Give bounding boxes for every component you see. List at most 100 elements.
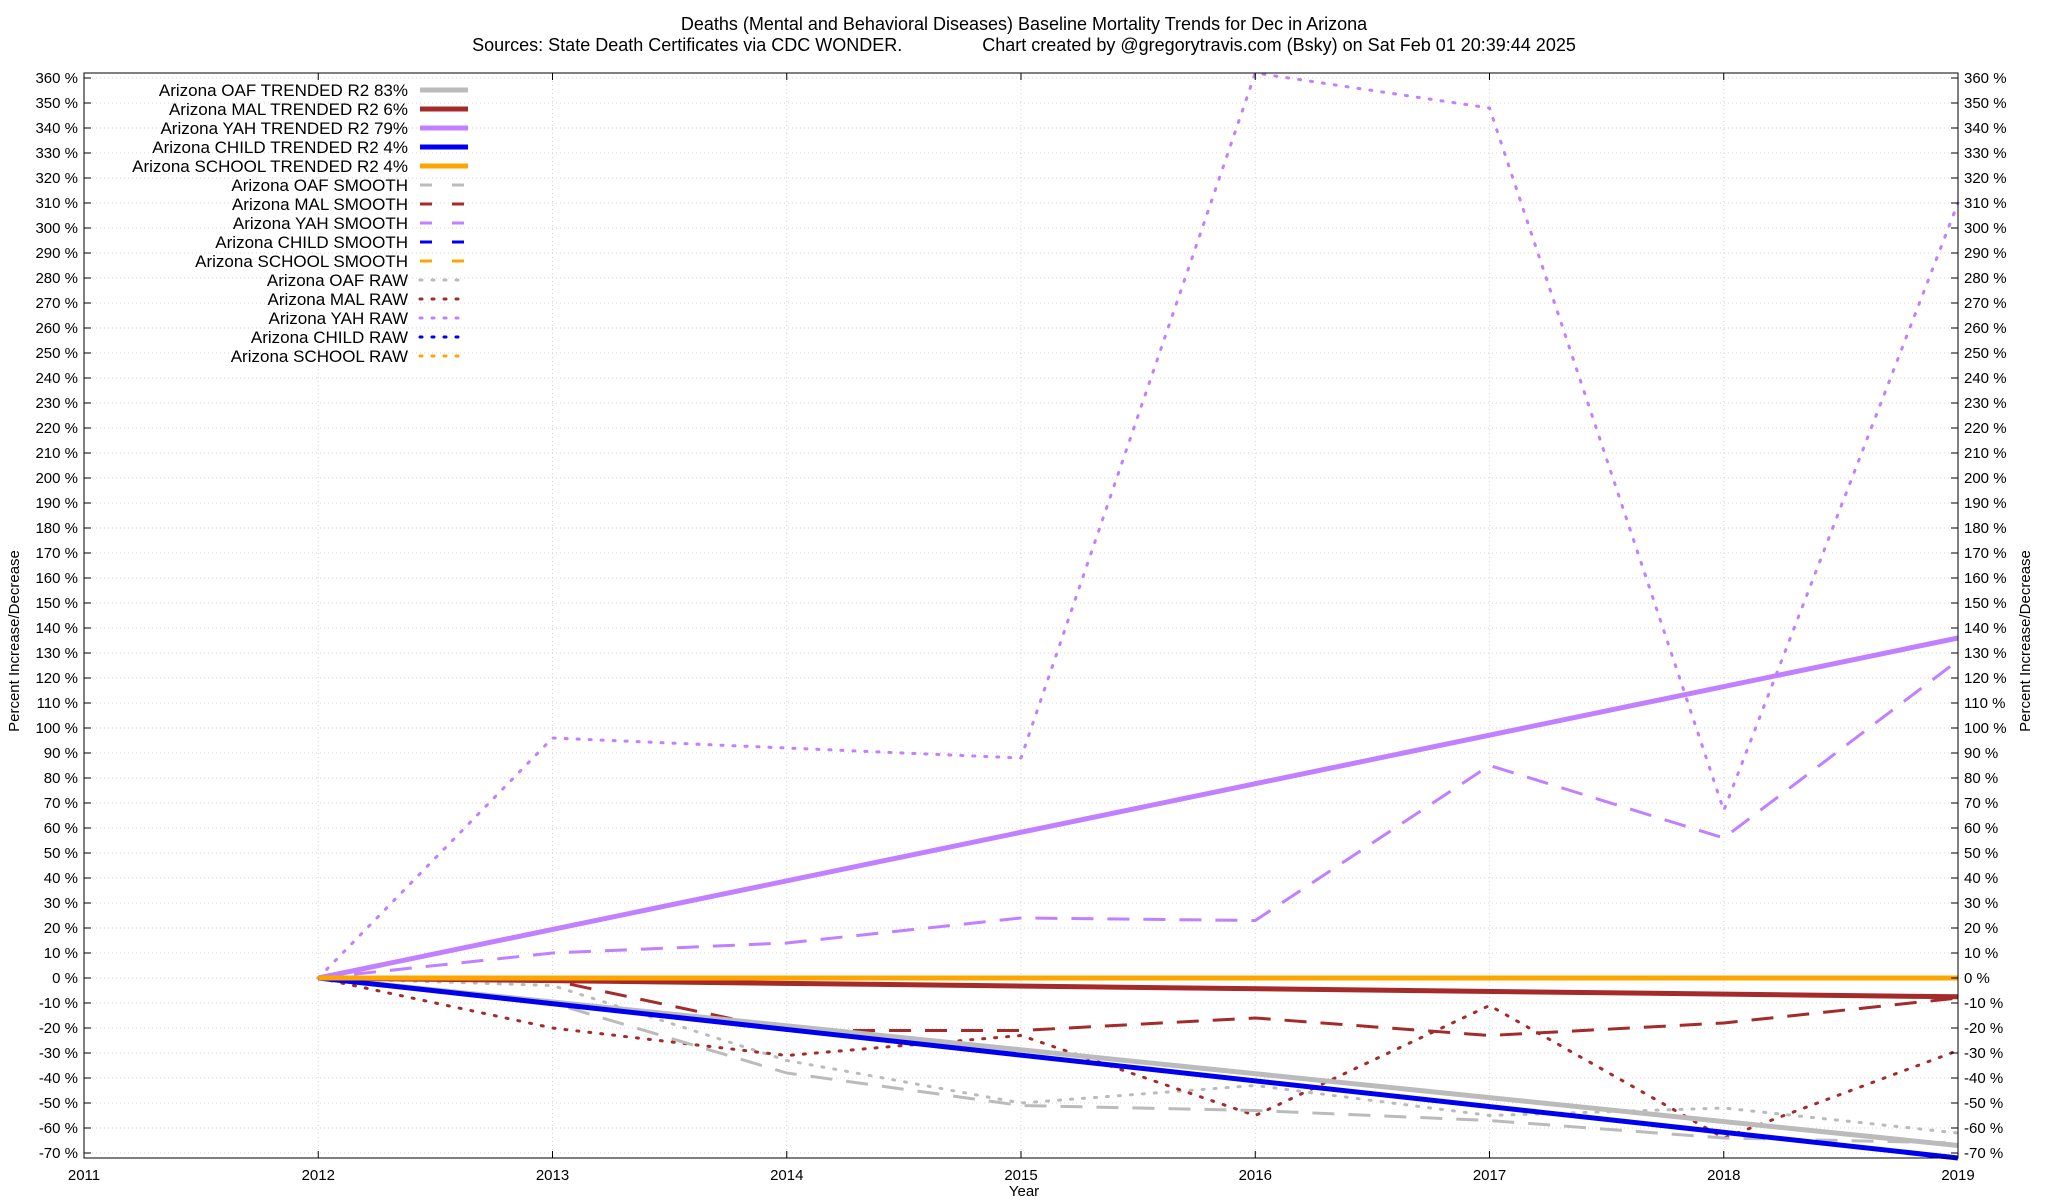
- y-tick-label: 30 %: [44, 895, 78, 912]
- y-tick-label: 0 %: [52, 970, 78, 987]
- y2-tick-label: 60 %: [1964, 820, 1998, 837]
- y2-tick-label: 300 %: [1964, 220, 2007, 237]
- y-tick-label: 160 %: [35, 570, 78, 587]
- y2-tick-label: 340 %: [1964, 120, 2007, 137]
- y2-tick-label: 10 %: [1964, 945, 1998, 962]
- chart-title: Deaths (Mental and Behavioral Diseases) …: [681, 14, 1368, 34]
- y-tick-label: 310 %: [35, 195, 78, 212]
- x-tick-label: 2012: [302, 1167, 335, 1184]
- y2-tick-label: 280 %: [1964, 270, 2007, 287]
- y-tick-label: 120 %: [35, 670, 78, 687]
- y2-tick-label: 200 %: [1964, 470, 2007, 487]
- y2-tick-label: 150 %: [1964, 595, 2007, 612]
- y2-tick-label: 180 %: [1964, 520, 2007, 537]
- x-tick-label: 2013: [536, 1167, 569, 1184]
- legend-label: Arizona YAH TRENDED R2 79%: [160, 119, 408, 138]
- y2-tick-label: -60 %: [1964, 1120, 2003, 1137]
- series-line-12: [316, 71, 1960, 980]
- y-axis-label: Percent Increase/Decrease: [6, 550, 23, 732]
- series-line-7: [318, 659, 1959, 980]
- y2-tick-label: 40 %: [1964, 870, 1998, 887]
- y2-tick-label: 130 %: [1964, 645, 2007, 662]
- y2-tick-label: 30 %: [1964, 895, 1998, 912]
- legend-label: Arizona OAF TRENDED R2 83%: [159, 81, 408, 100]
- y-tick-label: 150 %: [35, 595, 78, 612]
- y2-tick-label: 70 %: [1964, 795, 1998, 812]
- y2-tick-label: 20 %: [1964, 920, 1998, 937]
- legend-label: Arizona CHILD SMOOTH: [215, 233, 408, 252]
- x-tick-label: 2011: [68, 1167, 100, 1184]
- legend-label: Arizona CHILD RAW: [251, 328, 408, 347]
- y2-tick-label: 330 %: [1964, 145, 2007, 162]
- y-tick-label: 140 %: [35, 620, 78, 637]
- y-tick-label: 300 %: [35, 220, 78, 237]
- y-tick-label: 210 %: [35, 445, 78, 462]
- y2-tick-label: 100 %: [1964, 720, 2007, 737]
- chart-subtitle: Sources: State Death Certificates via CD…: [472, 35, 1576, 55]
- y-tick-label: 330 %: [35, 145, 78, 162]
- y2-tick-label: 50 %: [1964, 845, 1998, 862]
- legend-label: Arizona MAL SMOOTH: [232, 195, 408, 214]
- y-tick-label: 230 %: [35, 395, 78, 412]
- y-tick-label: 340 %: [35, 120, 78, 137]
- y2-tick-label: 320 %: [1964, 170, 2007, 187]
- y2-tick-label: 160 %: [1964, 570, 2007, 587]
- legend-label: Arizona SCHOOL RAW: [231, 347, 408, 366]
- x-tick-label: 2017: [1473, 1167, 1506, 1184]
- y-tick-label: 290 %: [35, 245, 78, 262]
- y-tick-label: 90 %: [44, 745, 78, 762]
- series-line-10: [316, 976, 1960, 1135]
- tick-layer: 360 % 360 % 350 % 350 % 340 % 340 % 330 % 330 %…: [35, 70, 2006, 1184]
- y-tick-label: 320 %: [35, 170, 78, 187]
- y-tick-label: -50 %: [39, 1095, 78, 1112]
- x-tick-label: 2018: [1707, 1167, 1740, 1184]
- y2-tick-label: 210 %: [1964, 445, 2007, 462]
- legend-label: Arizona SCHOOL SMOOTH: [195, 252, 408, 271]
- y2-tick-label: 240 %: [1964, 370, 2007, 387]
- y2-tick-label: 360 %: [1964, 70, 2007, 87]
- series-line-3: [318, 975, 1959, 1161]
- y-tick-label: 260 %: [35, 320, 78, 337]
- x-tick-label: 2014: [770, 1167, 803, 1184]
- y2-tick-label: 270 %: [1964, 295, 2007, 312]
- y2-tick-label: 0 %: [1964, 970, 1990, 987]
- y2-tick-label: 90 %: [1964, 745, 1998, 762]
- y2-tick-label: -50 %: [1964, 1095, 2003, 1112]
- y2-tick-label: -10 %: [1964, 995, 2003, 1012]
- y-tick-label: 170 %: [35, 545, 78, 562]
- legend-label: Arizona CHILD TRENDED R2 4%: [152, 138, 408, 157]
- series-line-2: [317, 635, 1959, 981]
- y-tick-label: 360 %: [35, 70, 78, 87]
- y-tick-label: 110 %: [37, 695, 78, 712]
- y-tick-label: -10 %: [39, 995, 78, 1012]
- y-tick-label: 10 %: [44, 945, 78, 962]
- legend-label: Arizona OAF SMOOTH: [231, 176, 408, 195]
- y-tick-label: 20 %: [44, 920, 78, 937]
- y-tick-label: 130 %: [35, 645, 78, 662]
- y-tick-label: 220 %: [35, 420, 78, 437]
- y2-tick-label: 170 %: [1964, 545, 2007, 562]
- y2-tick-label: 230 %: [1964, 395, 2007, 412]
- y2-tick-label: 120 %: [1964, 670, 2007, 687]
- x-tick-label: 2016: [1239, 1167, 1272, 1184]
- y2-tick-label: 80 %: [1964, 770, 1998, 787]
- y-tick-label: 200 %: [35, 470, 78, 487]
- y-tick-label: 70 %: [44, 795, 78, 812]
- y2-tick-label: 220 %: [1964, 420, 2007, 437]
- y2-tick-label: 310 %: [1964, 195, 2007, 212]
- x-axis-label: Year: [1009, 1183, 1039, 1200]
- y-tick-label: 250 %: [35, 345, 78, 362]
- y2-tick-label: 350 %: [1964, 95, 2007, 112]
- y2-tick-label: 250 %: [1964, 345, 2007, 362]
- series-layer: [316, 71, 1960, 1161]
- y-tick-label: 180 %: [35, 520, 78, 537]
- y2-tick-label: 260 %: [1964, 320, 2007, 337]
- y2-tick-label: 110 %: [1964, 695, 2005, 712]
- y-tick-label: 190 %: [35, 495, 78, 512]
- y2-tick-label: -70 %: [1964, 1145, 2003, 1162]
- x-tick-label: 2015: [1004, 1167, 1037, 1184]
- x-tick-label: 2019: [1941, 1167, 1974, 1184]
- legend-label: Arizona YAH RAW: [268, 309, 408, 328]
